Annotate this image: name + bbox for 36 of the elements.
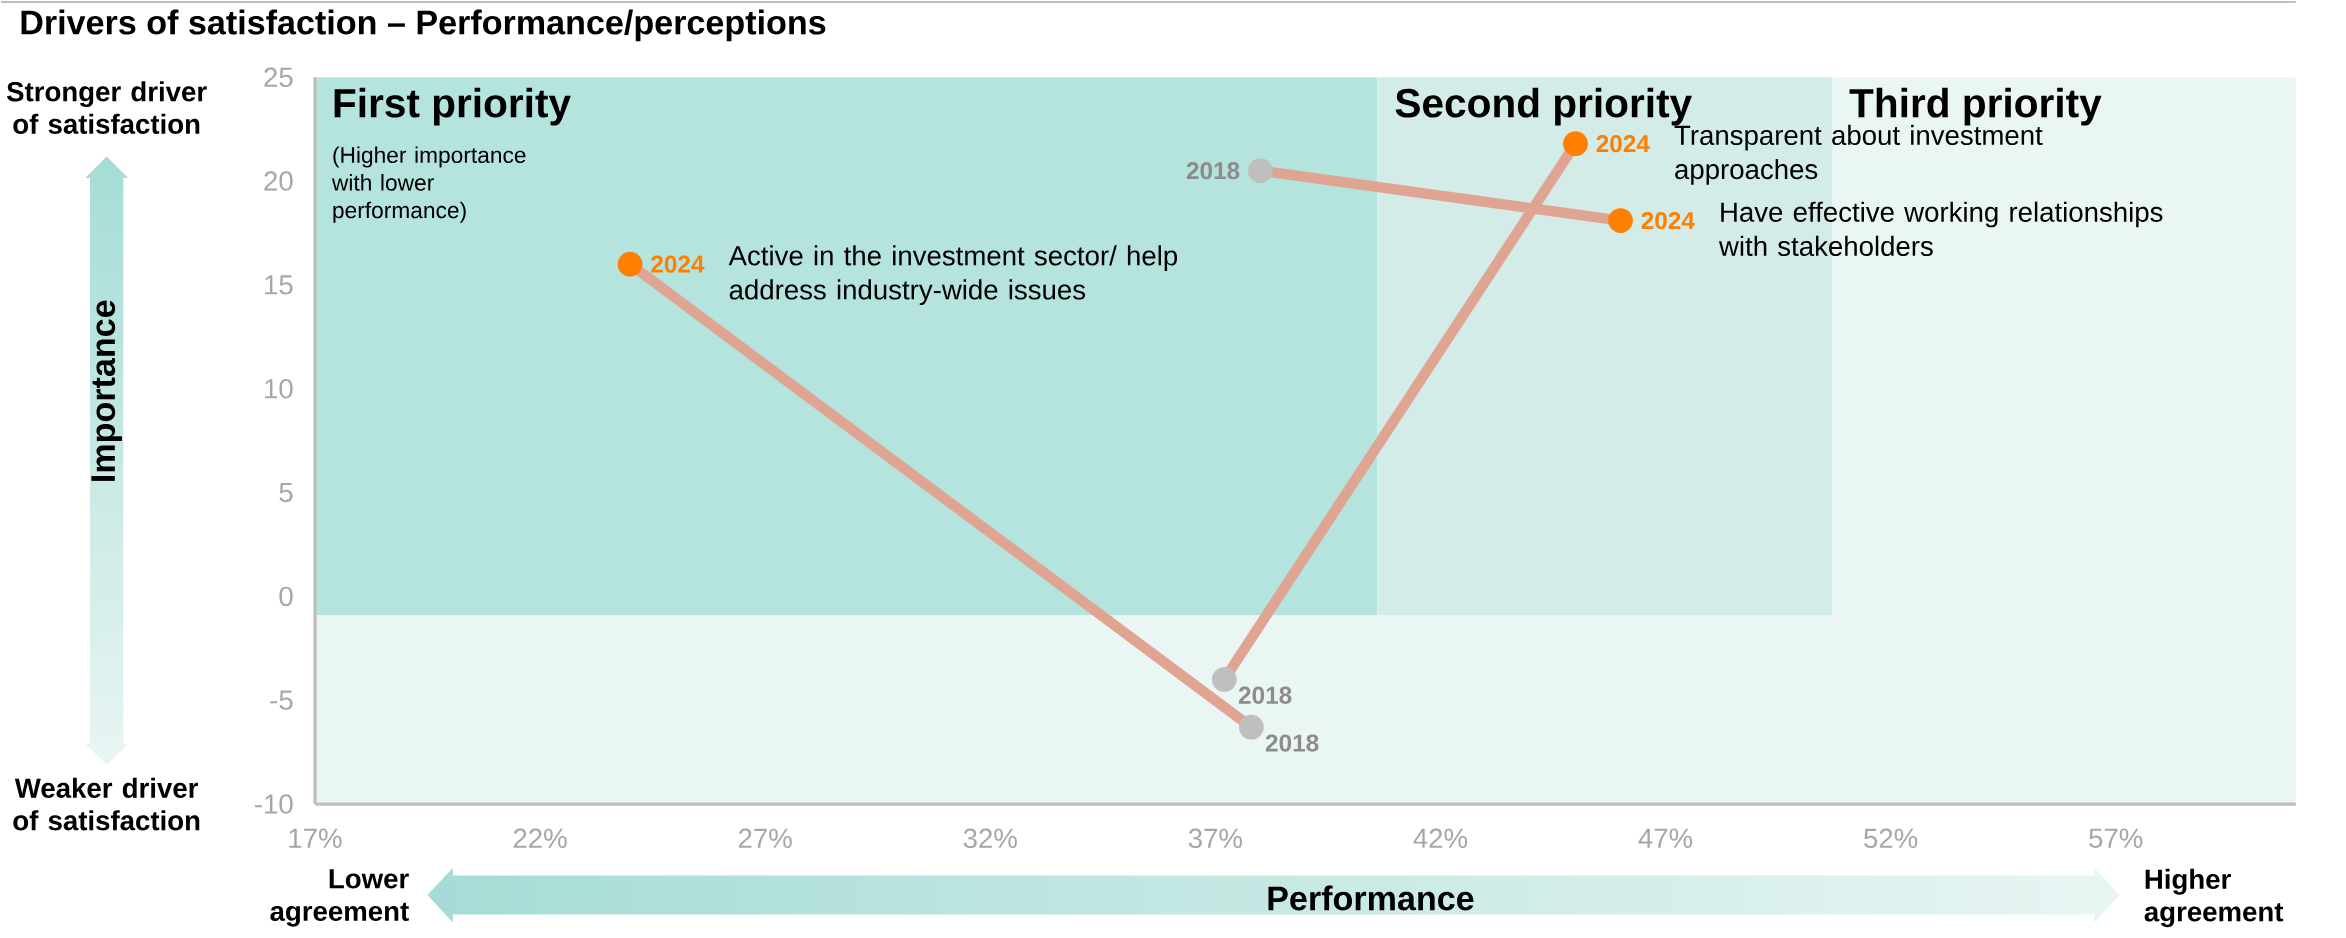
text: Weaker driver of satisfaction — [13, 777, 200, 831]
x-tick-label: 57% — [2089, 828, 2143, 848]
y-tick-label: 0 — [279, 586, 293, 607]
text: Transparent about investment approaches — [1674, 124, 2043, 185]
annotation: 2018 — [1238, 686, 1292, 704]
y-tick-label: 20 — [264, 171, 293, 191]
x-tick-label: 47% — [1638, 828, 1693, 848]
band-label: Second priority — [1395, 87, 1692, 126]
text: Have effective working relationships with stakeholders — [1718, 201, 2163, 256]
annotation: (Higher importance with lower performance) — [331, 146, 526, 223]
x-axis-title: Performance — [1268, 885, 1474, 911]
text: Lower agreement — [270, 869, 409, 927]
annotation: 2018 — [1265, 734, 1319, 752]
y-tick-label: 25 — [264, 67, 293, 87]
x-tick-label: 17% — [289, 828, 342, 848]
annotation: 2024 — [1641, 211, 1695, 230]
x-tick-label: 37% — [1188, 828, 1243, 849]
y-axis-title: Importance — [91, 300, 122, 481]
annotation: 2018 — [1186, 162, 1240, 180]
y-tick-label: -10 — [255, 794, 293, 814]
y-tick-label: 5 — [279, 482, 293, 503]
chart-title: Drivers of satisfaction – Performance/perceptions — [21, 9, 826, 42]
y-tick-label: 10 — [265, 378, 293, 399]
y-tick-label: -5 — [270, 690, 293, 710]
series-label: Active in the investment sector/ help address industry-wide issues — [728, 245, 1178, 306]
text: Stronger driver of satisfaction — [6, 81, 207, 134]
x-tick-label: 52% — [1864, 828, 1918, 849]
x-tick-label: 32% — [963, 828, 1017, 849]
annotation: 2024 — [1596, 135, 1650, 153]
annotation: 2024 — [651, 255, 705, 273]
x-tick-label: 42% — [1413, 828, 1468, 848]
x-tick-label: 22% — [513, 828, 567, 848]
y-tick-label: 15 — [265, 275, 293, 295]
band-label: First priority — [334, 87, 571, 126]
x-tick-label: 27% — [738, 828, 792, 848]
text: Higher agreement — [2144, 868, 2284, 928]
